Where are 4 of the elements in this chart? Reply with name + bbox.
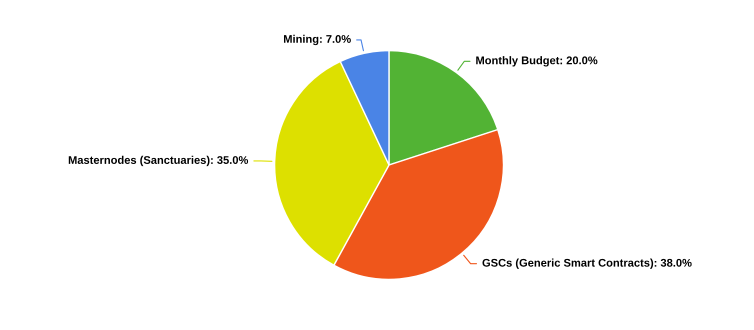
slice-label: Monthly Budget: 20.0% — [476, 56, 598, 67]
slice-label: GSCs (Generic Smart Contracts): 38.0% — [482, 258, 692, 269]
slice-label: Masternodes (Sanctuaries): 35.0% — [68, 156, 248, 166]
slice-label: Mining: 7.0% — [284, 34, 351, 46]
